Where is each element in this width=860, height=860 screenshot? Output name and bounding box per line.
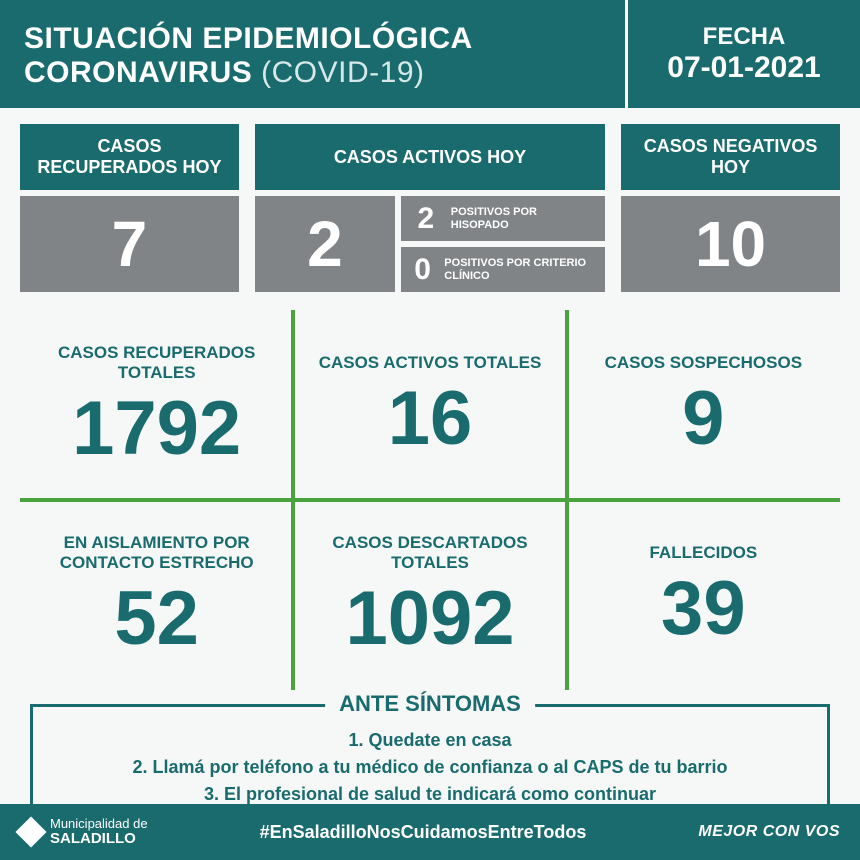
- discarded-value: 1092: [345, 581, 514, 657]
- negative-today-box: CASOS NEGATIVOS HOY 10: [621, 124, 840, 292]
- deaths-label: FALLECIDOS: [649, 543, 757, 563]
- active-total-cell: CASOS ACTIVOS TOTALES 16: [293, 310, 566, 500]
- active-total-value: 16: [388, 381, 473, 457]
- deaths-value: 39: [661, 571, 746, 647]
- discarded-label: CASOS DESCARTADOS TOTALES: [299, 533, 560, 572]
- breakdown-hisopado-value: 2: [409, 202, 443, 236]
- header-title-block: SITUACIÓN EPIDEMIOLÓGICA CORONAVIRUS (CO…: [0, 0, 625, 108]
- header: SITUACIÓN EPIDEMIOLÓGICA CORONAVIRUS (CO…: [0, 0, 860, 108]
- totals-row-1: CASOS RECUPERADOS TOTALES 1792 CASOS ACT…: [20, 310, 840, 500]
- isolation-cell: EN AISLAMIENTO POR CONTACTO ESTRECHO 52: [20, 500, 293, 690]
- negative-today-label: CASOS NEGATIVOS HOY: [621, 124, 840, 190]
- today-row: CASOS RECUPERADOS HOY 7 CASOS ACTIVOS HO…: [0, 108, 860, 292]
- date-value: 07-01-2021: [667, 51, 820, 85]
- header-title-bold: CORONAVIRUS: [24, 56, 252, 89]
- date-label: FECHA: [703, 23, 786, 51]
- recovered-total-value: 1792: [72, 391, 241, 467]
- symptoms-line-2: 2. Llamá por teléfono a tu médico de con…: [47, 754, 813, 781]
- breakdown-hisopado: 2 POSITIVOS POR HISOPADO: [401, 196, 605, 241]
- footer-slogan: MEJOR CON VOS: [698, 823, 840, 841]
- deaths-cell: FALLECIDOS 39: [567, 500, 840, 690]
- isolation-value: 52: [114, 581, 199, 657]
- totals-grid: CASOS RECUPERADOS TOTALES 1792 CASOS ACT…: [20, 310, 840, 690]
- isolation-label: EN AISLAMIENTO POR CONTACTO ESTRECHO: [26, 533, 287, 572]
- recovered-today-box: CASOS RECUPERADOS HOY 7: [20, 124, 239, 292]
- symptoms-title: ANTE SÍNTOMAS: [325, 691, 535, 717]
- breakdown-hisopado-label: POSITIVOS POR HISOPADO: [451, 206, 597, 230]
- footer-logo-line1: Municipalidad de: [50, 817, 148, 831]
- footer-logo-line2: SALADILLO: [50, 831, 148, 847]
- recovered-total-label: CASOS RECUPERADOS TOTALES: [26, 343, 287, 382]
- header-title-line1: SITUACIÓN EPIDEMIOLÓGICA: [24, 22, 601, 56]
- totals-row-2: EN AISLAMIENTO POR CONTACTO ESTRECHO 52 …: [20, 500, 840, 690]
- active-today-value: 2: [255, 196, 395, 292]
- logo-diamond-icon: [15, 816, 46, 847]
- suspect-value: 9: [682, 381, 724, 457]
- footer: Municipalidad de SALADILLO #EnSaladilloN…: [0, 804, 860, 860]
- footer-hashtag: #EnSaladilloNosCuidamosEntreTodos: [166, 822, 681, 843]
- infographic-root: SITUACIÓN EPIDEMIOLÓGICA CORONAVIRUS (CO…: [0, 0, 860, 860]
- active-today-box: CASOS ACTIVOS HOY 2 2 POSITIVOS POR HISO…: [255, 124, 605, 292]
- breakdown-clinico-label: POSITIVOS POR CRITERIO CLÍNICO: [444, 257, 597, 281]
- recovered-total-cell: CASOS RECUPERADOS TOTALES 1792: [20, 310, 293, 500]
- header-title-line2: CORONAVIRUS (COVID-19): [24, 56, 601, 90]
- breakdown-clinico-value: 0: [409, 253, 436, 287]
- active-total-label: CASOS ACTIVOS TOTALES: [319, 353, 542, 373]
- active-breakdown: 2 POSITIVOS POR HISOPADO 0 POSITIVOS POR…: [401, 196, 605, 292]
- suspect-label: CASOS SOSPECHOSOS: [605, 353, 802, 373]
- recovered-today-value: 7: [20, 196, 239, 292]
- discarded-cell: CASOS DESCARTADOS TOTALES 1092: [293, 500, 566, 690]
- active-today-label: CASOS ACTIVOS HOY: [255, 124, 605, 190]
- footer-logo-text: Municipalidad de SALADILLO: [50, 817, 148, 846]
- recovered-today-label: CASOS RECUPERADOS HOY: [20, 124, 239, 190]
- symptoms-line-1: 1. Quedate en casa: [47, 727, 813, 754]
- negative-today-value: 10: [621, 196, 840, 292]
- breakdown-clinico: 0 POSITIVOS POR CRITERIO CLÍNICO: [401, 247, 605, 292]
- footer-logo: Municipalidad de SALADILLO: [20, 817, 148, 846]
- active-today-body: 2 2 POSITIVOS POR HISOPADO 0 POSITIVOS P…: [255, 196, 605, 292]
- header-title-thin: (COVID-19): [261, 56, 424, 89]
- suspect-cell: CASOS SOSPECHOSOS 9: [567, 310, 840, 500]
- header-date-block: FECHA 07-01-2021: [625, 0, 860, 108]
- grid-hline: [20, 498, 840, 502]
